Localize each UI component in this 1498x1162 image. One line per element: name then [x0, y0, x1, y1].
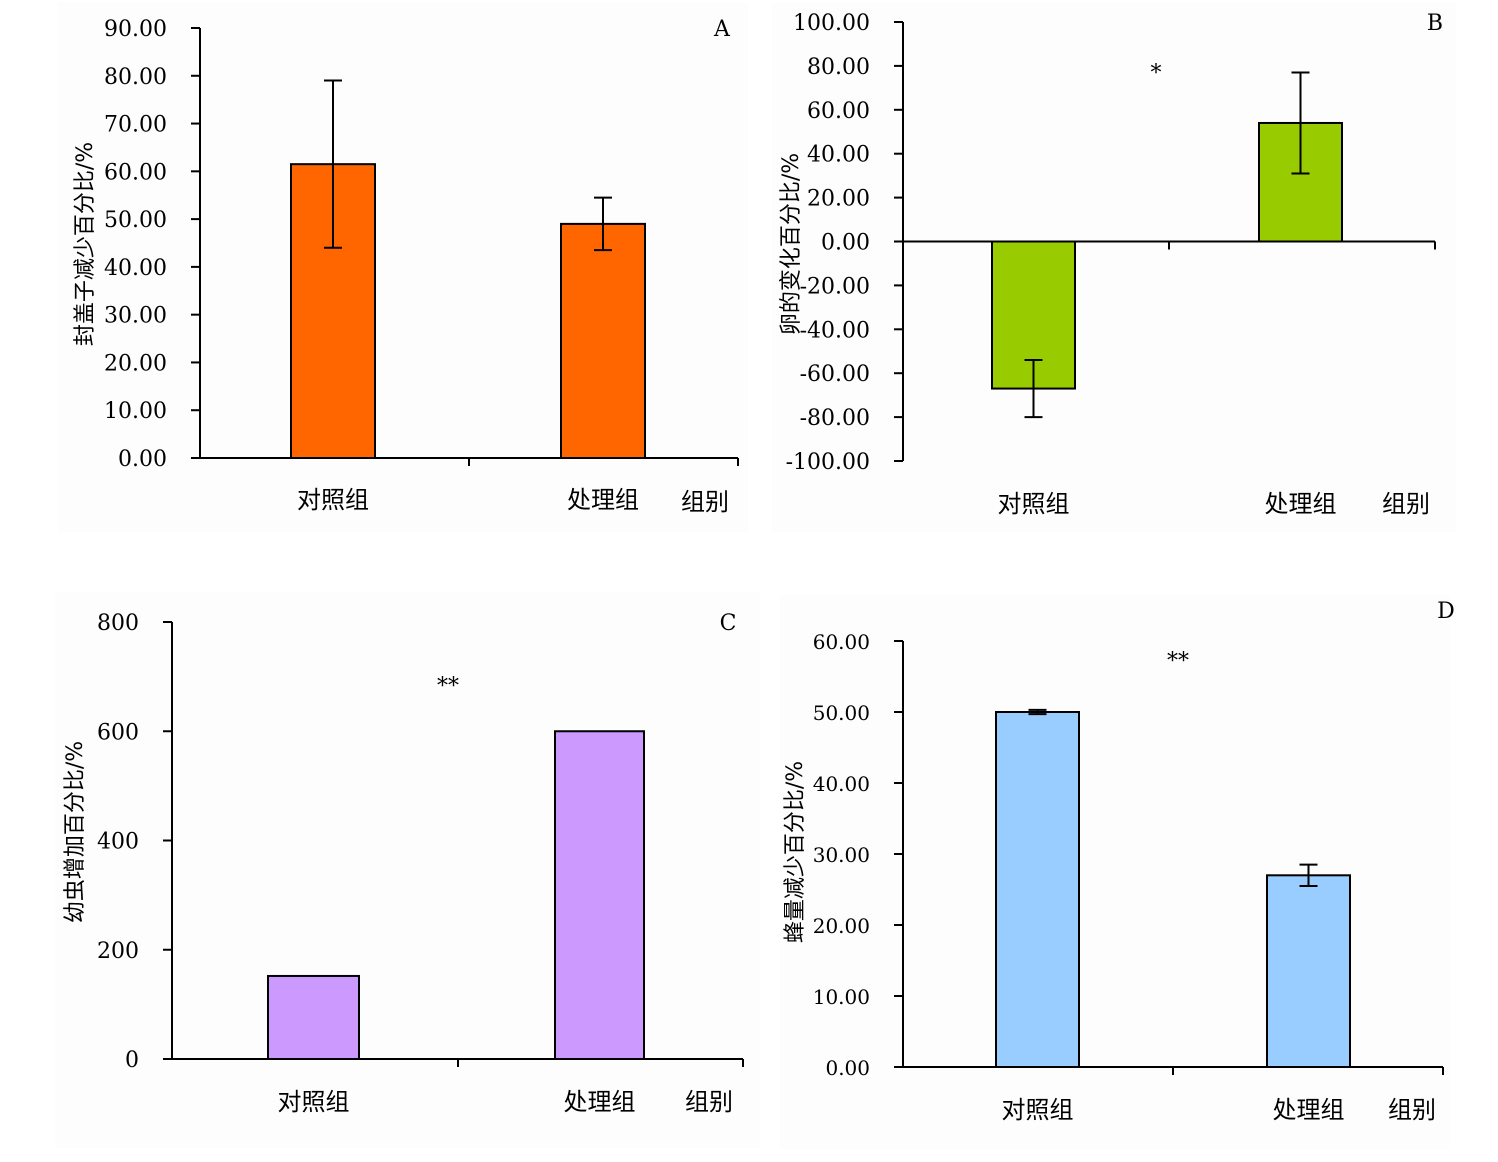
x-category-label: 处理组 [1265, 490, 1337, 518]
y-tick-label: 10.00 [104, 399, 167, 424]
bar-treatment [1266, 874, 1351, 1068]
panel-label: C [720, 611, 737, 636]
panel-label: D [1437, 599, 1455, 624]
x-category-label: 处理组 [567, 486, 639, 514]
bar-control [995, 711, 1080, 1068]
significance-marker: * [1151, 61, 1162, 86]
significance-marker: ** [1167, 649, 1189, 674]
chart-panel-b: -100.00 -80.00 -60.00 -40.00 -20.00 0.00 20.00… [772, 2, 1456, 532]
x-category-label: 对照组 [998, 490, 1070, 518]
panel-background [55, 592, 760, 1148]
y-tick-label: 400 [97, 830, 139, 855]
y-tick-label: -20.00 [800, 274, 870, 299]
bar-treatment [560, 222, 646, 459]
y-axis-label: 蜂量减少百分比/% [783, 761, 808, 943]
y-axis-label: 封盖子减少百分比/% [73, 142, 98, 346]
y-tick-label: 0.00 [825, 1056, 870, 1080]
y-tick-label: 90.00 [104, 17, 167, 42]
x-category-label: 处理组 [1273, 1096, 1345, 1124]
y-tick-label: 40.00 [813, 772, 870, 796]
y-tick-label: -60.00 [800, 362, 870, 387]
y-tick-label: 70.00 [104, 113, 167, 138]
y-tick-label: 40.00 [104, 256, 167, 281]
y-tick-label: 60.00 [807, 99, 870, 124]
y-tick-label: 20.00 [807, 187, 870, 212]
bar-control [267, 974, 360, 1060]
bar-treatment [554, 730, 645, 1060]
panel-label: B [1427, 11, 1443, 36]
y-tick-label: -80.00 [800, 406, 870, 431]
panel-background [772, 2, 1456, 532]
chart-panel-d: 0.00 10.00 20.00 30.00 40.00 50.00 60.00 对照组 处理组… [780, 595, 1455, 1150]
x-category-label: 处理组 [564, 1088, 636, 1116]
y-tick-label: 50.00 [813, 701, 870, 725]
y-tick-label: 200 [97, 939, 139, 964]
x-category-label: 对照组 [1002, 1096, 1074, 1124]
y-tick-label: -40.00 [800, 318, 870, 343]
y-tick-label: 0.00 [118, 447, 167, 472]
y-tick-label: 0 [125, 1048, 139, 1073]
y-axis-label: 卵的变化百分比/% [779, 153, 804, 335]
x-axis-name: 组别 [685, 1088, 733, 1116]
x-axis-name: 组别 [1388, 1096, 1436, 1124]
y-tick-label: 50.00 [104, 208, 167, 233]
y-tick-label: 30.00 [813, 843, 870, 867]
y-tick-label: 80.00 [104, 65, 167, 90]
y-tick-label: 30.00 [104, 304, 167, 329]
y-tick-label: 600 [97, 720, 139, 745]
x-category-label: 对照组 [297, 486, 369, 514]
x-axis-name: 组别 [681, 488, 729, 516]
y-tick-label: 10.00 [813, 985, 870, 1009]
panel-label: A [713, 17, 731, 42]
x-category-label: 对照组 [278, 1088, 350, 1116]
y-tick-label: 60.00 [813, 630, 870, 654]
y-tick-label: 800 [97, 611, 139, 636]
y-tick-label: 60.00 [104, 160, 167, 185]
y-tick-label: 20.00 [104, 351, 167, 376]
y-tick-label: 100.00 [793, 11, 870, 36]
chart-panel-a: 0.00 10.00 20.00 30.00 40.00 50.00 60.00 70.00 8… [58, 2, 748, 532]
x-axis-name: 组别 [1382, 490, 1430, 518]
y-tick-label: 80.00 [807, 55, 870, 80]
y-tick-label: 20.00 [813, 914, 870, 938]
chart-panel-c: 0 200 400 600 800 对照组 处理组 组别 幼虫增加百分比/% C ** [55, 592, 760, 1148]
y-tick-label: 0.00 [821, 231, 870, 256]
y-tick-label: -100.00 [786, 450, 870, 475]
y-tick-label: 40.00 [807, 143, 870, 168]
significance-marker: ** [437, 674, 459, 699]
y-axis-label: 幼虫增加百分比/% [63, 741, 88, 923]
